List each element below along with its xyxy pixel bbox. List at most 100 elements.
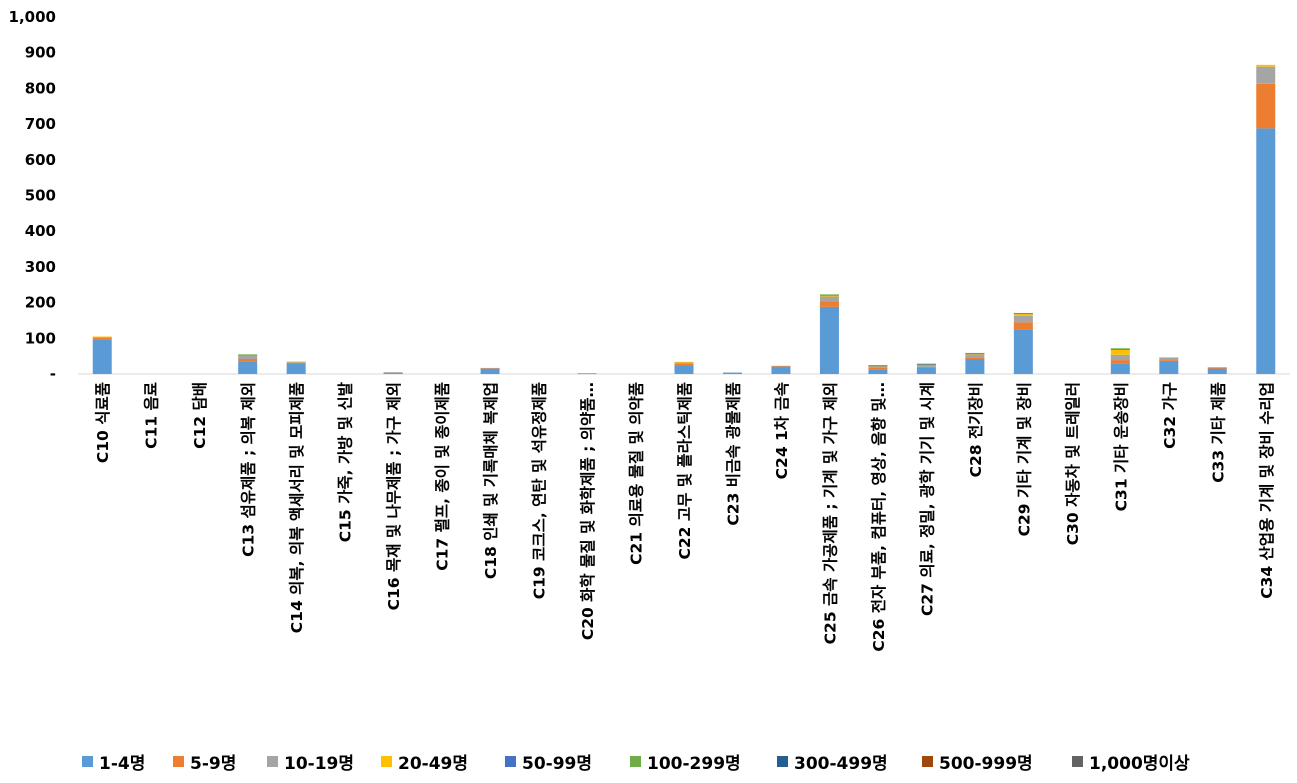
bar-segment [819,294,839,296]
bar-segment [1110,360,1130,364]
bar-segment [1159,357,1179,360]
bar-segment [1256,66,1276,84]
bar-segment [1110,349,1130,350]
y-axis-ticks: - 100 200 300 400 500 600 700 800 900 1,000 [9,8,56,383]
bar-segment [1013,315,1033,323]
bar-segment [238,359,258,362]
x-tick-label: C18 인쇄 및 기록매체 복제업 [481,382,500,579]
legend-item: 10-19명 [267,746,354,776]
bar-segment [916,365,936,367]
legend-swatch [381,755,392,767]
bar-segment [674,365,694,374]
legend-label: 1,000명이상 [1089,753,1190,774]
x-tick-label: C28 전기장비 [967,382,985,477]
legend-item: 1,000명이상 [1072,746,1190,776]
bar-segment [1159,359,1179,361]
bar-segment [674,361,694,363]
bar-segment [92,339,112,374]
bar-segment [965,352,985,354]
bar-segment [1013,313,1033,316]
legend-label: 50-99명 [522,753,593,774]
bar-segment [480,368,500,374]
bar-segment [1159,360,1179,374]
bar-segment [1110,348,1130,350]
legend-item: 500-999명 [922,746,1033,776]
legend-label: 500-999명 [939,753,1033,774]
bar-segment [1256,64,1276,67]
bar-segment [771,366,791,374]
x-tick-label: C15 가죽, 가방 및 신발 [336,381,355,542]
legend-swatch [777,755,788,767]
bar-segment [577,373,597,375]
legend-label: 300-499명 [794,753,888,774]
x-tick-label: C33 기타 제품 [1209,382,1227,483]
bar-segment [238,355,258,359]
x-tick-label: C16 목재 및 나무제품 ; 가구 제외 [384,382,403,610]
bar-segment [868,365,888,366]
bar-segment [1207,367,1227,369]
legend-swatch [630,755,641,767]
x-tick-label: C29 기타 기계 및 장비 [1014,382,1033,536]
legend-item: 50-99명 [505,746,592,776]
bar-stacks [92,64,1276,375]
bar-segment [238,361,258,374]
x-tick-label: C23 비금속 광물제품 [723,382,742,526]
legend-item: 5-9명 [173,746,236,776]
legend-label: 20-49명 [398,753,469,774]
bar-segment [868,366,888,368]
x-tick-label: C17 펄프, 종이 및 종이제품 [433,382,452,571]
y-tick-label: - [50,365,56,383]
bar-segment [819,295,839,297]
x-tick-label: C30 자동차 및 트레일러 [1063,382,1082,545]
bar-segment [1110,354,1130,361]
bar-segment [965,359,985,374]
bar-segment [771,366,791,368]
bar-segment [916,366,936,368]
x-tick-label: C31 기타 운송장비 [1112,382,1130,511]
bar-segment [916,363,936,365]
y-tick-label: 300 [25,258,56,276]
legend-label: 1-4명 [99,753,146,774]
bar-segment [286,362,306,364]
x-tick-label: C19 코크스, 연탄 및 석유정제품 [530,382,549,599]
bar-segment [286,364,306,374]
x-axis-labels: C10 식료품 C11 음료 C12 담배 C13 섬유제품 ; 의복 제외 C14 의… [94,381,1276,651]
y-tick-label: 500 [25,187,56,205]
chart-legend: 1-4명 5-9명 10-19명 20-49명 50-99명 100-299명 300-49… [0,746,1297,776]
x-tick-label: C34 산업용 기계 및 장비 수리업 [1257,382,1276,599]
bar-segment [1013,322,1033,330]
bar-segment [1110,349,1130,355]
bar-segment [286,361,306,363]
x-tick-label: C22 고무 및 플라스틱제품 [675,382,694,559]
bar-segment [286,361,306,363]
bar-segment [238,354,258,356]
y-tick-label: 700 [25,115,56,133]
bar-segment [383,372,403,374]
bar-segment [868,369,888,374]
bar-segment [1207,368,1227,374]
legend-swatch [173,755,184,767]
bar-segment [868,367,888,370]
bar-segment [819,296,839,302]
legend-label: 100-299명 [647,753,741,774]
legend-item: 20-49명 [381,746,468,776]
legend-label: 5-9명 [190,753,237,774]
x-tick-label: C21 의료용 물질 및 의약품 [627,382,646,565]
legend-swatch [1072,755,1083,767]
x-tick-label: C12 담배 [191,382,209,449]
x-tick-label: C11 음료 [143,382,161,449]
bar-segment [1013,312,1033,314]
legend-item: 1-4명 [82,746,145,776]
y-tick-label: 600 [25,151,56,169]
stacked-bar-chart: - 100 200 300 400 500 600 700 800 900 1,000 C10 식료… [9,8,1290,652]
bar-segment [480,367,500,369]
bar-segment [916,367,936,374]
x-tick-label: C27 의료, 정밀, 광학 기기 및 시계 [917,382,936,616]
bar-segment [722,372,742,374]
bar-segment [771,365,791,367]
legend-swatch [505,755,516,767]
x-tick-label: C20 화학 물질 및 화학제품 ; 의약품… [578,382,597,640]
bar-segment [92,336,112,338]
y-tick-label: 100 [25,329,56,347]
bar-segment [1110,363,1130,374]
